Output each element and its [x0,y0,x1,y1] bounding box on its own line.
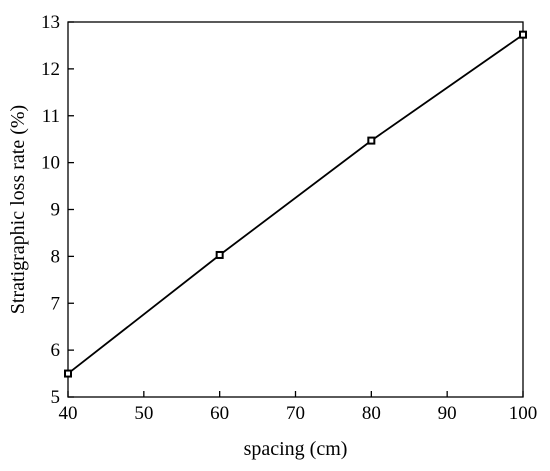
y-tick-label: 7 [51,293,61,314]
data-point-marker [367,136,376,145]
y-tick-label: 6 [51,340,61,361]
x-tick-label: 70 [286,403,305,424]
x-axis: 40 50 60 70 80 90 100 [59,391,538,424]
x-tick-label: 60 [210,403,229,424]
data-point-marker [64,369,72,378]
y-tick-label: 13 [41,12,60,33]
data-point-marker [215,250,224,259]
y-tick-label: 9 [51,200,61,221]
x-tick-label: 50 [134,403,153,424]
series-line [67,33,524,375]
y-axis: 5 6 7 8 9 10 11 12 13 [41,12,74,408]
y-tick-label: 10 [41,153,60,174]
y-tick-label: 11 [42,106,60,127]
y-tick-label: 5 [51,387,61,408]
y-tick-label: 12 [41,59,60,80]
x-tick-label: 90 [438,403,457,424]
x-tick-label: 100 [509,403,538,424]
y-axis-label: Stratigraphic loss rate (%) [7,105,29,314]
plot-frame [67,21,524,398]
x-tick-label: 40 [59,403,78,424]
x-axis-label: spacing (cm) [244,438,348,460]
y-tick-label: 8 [51,246,61,267]
x-tick-label: 80 [362,403,381,424]
data-point-marker [519,30,527,39]
data-points [64,30,527,378]
